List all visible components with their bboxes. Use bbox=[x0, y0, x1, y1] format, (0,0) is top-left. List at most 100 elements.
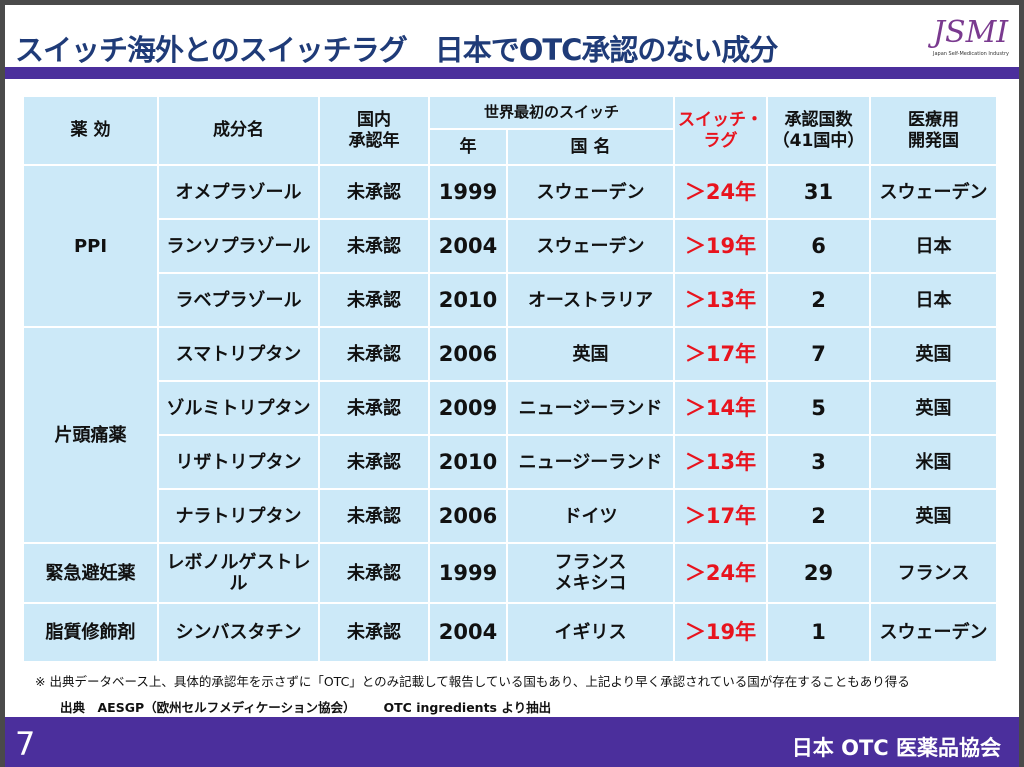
logo-subtitle: Japan Self-Medication Industry bbox=[933, 51, 1009, 57]
page-title: スイッチ海外とのスイッチラグ 日本でOTC承認のない成分 bbox=[15, 33, 778, 67]
approved-count-cell: 7 bbox=[766, 326, 871, 382]
header-efficacy: 薬 効 bbox=[22, 95, 159, 166]
efficacy-cell: 脂質修飾剤 bbox=[22, 602, 159, 663]
ingredient-cell: オメプラゾール bbox=[157, 164, 320, 220]
first-switch-country-cell: ドイツ bbox=[506, 488, 675, 544]
switch-lag-cell: ＞24年 bbox=[673, 542, 768, 604]
first-switch-country-cell: フランス メキシコ bbox=[506, 542, 675, 604]
approved-count-cell: 5 bbox=[766, 380, 871, 436]
header-approved: 承認国数 （41国中） bbox=[766, 95, 871, 166]
ingredient-cell: ランソプラゾール bbox=[157, 218, 320, 274]
table-row: ゾルミトリプタン 未承認 2009 ニュージーランド ＞14年 5 英国 bbox=[23, 380, 998, 436]
efficacy-cell: PPI bbox=[22, 164, 159, 328]
table-row: 脂質修飾剤 シンバスタチン 未承認 2004 イギリス ＞19年 1 スウェーデン bbox=[22, 602, 998, 663]
developer-country-cell: 日本 bbox=[869, 272, 998, 328]
ingredient-cell: ナラトリプタン bbox=[157, 488, 320, 544]
developer-country-cell: 英国 bbox=[869, 380, 998, 436]
logo-mark: JSMI bbox=[933, 15, 1009, 50]
approved-count-cell: 6 bbox=[766, 218, 871, 274]
switch-lag-cell: ＞13年 bbox=[673, 272, 768, 328]
first-switch-country-cell: イギリス bbox=[506, 602, 675, 663]
approved-count-cell: 1 bbox=[766, 602, 871, 663]
ingredient-cell: ゾルミトリプタン bbox=[157, 380, 320, 436]
switch-lag-cell: ＞19年 bbox=[673, 602, 768, 663]
ingredient-cell: ラベプラゾール bbox=[157, 272, 320, 328]
first-switch-country-cell: スウェーデン bbox=[506, 218, 675, 274]
page-number: 7 bbox=[15, 725, 36, 763]
switch-lag-cell: ＞14年 bbox=[673, 380, 768, 436]
domestic-approval-cell: 未承認 bbox=[318, 380, 430, 436]
first-switch-year-cell: 2010 bbox=[428, 434, 508, 490]
header-lag: スイッチ・ ラグ bbox=[673, 95, 768, 166]
approved-count-cell: 31 bbox=[766, 164, 871, 220]
switch-lag-cell: ＞19年 bbox=[673, 218, 768, 274]
first-switch-country-cell: ニュージーランド bbox=[506, 434, 675, 490]
source-line: 出典 AESGP（欧州セルフメディケーション協会） OTC ingredients… bbox=[60, 697, 579, 716]
first-switch-year-cell: 1999 bbox=[428, 164, 508, 220]
first-switch-year-cell: 1999 bbox=[428, 542, 508, 604]
ingredient-cell: レボノルゲストレル bbox=[157, 542, 320, 604]
table-row: 片頭痛薬 スマトリプタン 未承認 2006 英国 ＞17年 7 英国 bbox=[22, 326, 998, 544]
table-row: PPI オメプラゾール 未承認 1999 スウェーデン ＞24年 31 スウェーデン bbox=[22, 164, 998, 328]
table-row: ナラトリプタン 未承認 2006 ドイツ ＞17年 2 英国 bbox=[23, 488, 998, 544]
table-row: 緊急避妊薬 レボノルゲストレル 未承認 1999 フランス メキシコ ＞24年 29 フランス bbox=[22, 542, 998, 604]
switch-lag-cell: ＞13年 bbox=[673, 434, 768, 490]
first-switch-year-cell: 2009 bbox=[428, 380, 508, 436]
first-switch-year-cell: 2004 bbox=[428, 218, 508, 274]
switch-lag-table: 薬 効 成分名 国内 承認年 世界最初のスイッチ スイッチ・ ラグ 承認国数 （… bbox=[22, 95, 998, 663]
domestic-approval-cell: 未承認 bbox=[318, 602, 430, 663]
efficacy-cell: 緊急避妊薬 bbox=[22, 542, 159, 604]
ingredient-cell: スマトリプタン bbox=[157, 326, 320, 382]
approved-count-cell: 2 bbox=[766, 488, 871, 544]
first-switch-year-cell: 2004 bbox=[428, 602, 508, 663]
developer-country-cell: 日本 bbox=[869, 218, 998, 274]
domestic-approval-cell: 未承認 bbox=[318, 488, 430, 544]
first-switch-country-cell: 英国 bbox=[506, 326, 675, 382]
developer-country-cell: スウェーデン bbox=[869, 602, 998, 663]
table-body: PPI オメプラゾール 未承認 1999 スウェーデン ＞24年 31 スウェーデン ランソプラ… bbox=[22, 164, 998, 663]
developer-country-cell: 米国 bbox=[869, 434, 998, 490]
footer-bar: 7 日本 OTC 医薬品協会 bbox=[5, 717, 1019, 767]
domestic-approval-cell: 未承認 bbox=[318, 326, 430, 382]
source-label: 出典 AESGP（欧州セルフメディケーション協会） bbox=[60, 700, 356, 715]
domestic-approval-cell: 未承認 bbox=[318, 434, 430, 490]
header-domestic: 国内 承認年 bbox=[318, 95, 430, 166]
first-switch-country-cell: ニュージーランド bbox=[506, 380, 675, 436]
table-row: ラベプラゾール 未承認 2010 オーストラリア ＞13年 2 日本 bbox=[23, 272, 998, 328]
switch-lag-cell: ＞17年 bbox=[673, 326, 768, 382]
first-switch-country-cell: オーストラリア bbox=[506, 272, 675, 328]
header-developer: 医療用 開発国 bbox=[869, 95, 998, 166]
domestic-approval-cell: 未承認 bbox=[318, 164, 430, 220]
developer-country-cell: 英国 bbox=[869, 326, 998, 382]
source-extract: OTC ingredients より抽出 bbox=[383, 700, 552, 715]
first-switch-country-cell: スウェーデン bbox=[506, 164, 675, 220]
organization-name: 日本 OTC 医薬品協会 bbox=[791, 736, 1001, 760]
switch-lag-cell: ＞24年 bbox=[673, 164, 768, 220]
ingredient-cell: シンバスタチン bbox=[157, 602, 320, 663]
domestic-approval-cell: 未承認 bbox=[318, 272, 430, 328]
ingredient-cell: リザトリプタン bbox=[157, 434, 320, 490]
efficacy-cell: 片頭痛薬 bbox=[22, 326, 159, 544]
table-row: リザトリプタン 未承認 2010 ニュージーランド ＞13年 3 米国 bbox=[23, 434, 998, 490]
switch-lag-cell: ＞17年 bbox=[673, 488, 768, 544]
developer-country-cell: 英国 bbox=[869, 488, 998, 544]
header-first-switch: 世界最初のスイッチ bbox=[428, 95, 675, 130]
developer-country-cell: スウェーデン bbox=[869, 164, 998, 220]
table-row: ランソプラゾール 未承認 2004 スウェーデン ＞19年 6 日本 bbox=[23, 218, 998, 274]
slide: スイッチ海外とのスイッチラグ 日本でOTC承認のない成分 JSMI Japan … bbox=[5, 5, 1019, 767]
approved-count-cell: 3 bbox=[766, 434, 871, 490]
header-ingredient: 成分名 bbox=[157, 95, 320, 166]
approved-count-cell: 29 bbox=[766, 542, 871, 604]
header-country: 国 名 bbox=[506, 128, 675, 166]
jsmi-logo: JSMI Japan Self-Medication Industry bbox=[933, 15, 1009, 67]
title-divider bbox=[5, 67, 1019, 79]
first-switch-year-cell: 2010 bbox=[428, 272, 508, 328]
first-switch-year-cell: 2006 bbox=[428, 326, 508, 382]
first-switch-year-cell: 2006 bbox=[428, 488, 508, 544]
footnote: ※ 出典データベース上、具体的承認年を示さずに「OTC」とのみ記載して報告してい… bbox=[35, 674, 910, 689]
header-year: 年 bbox=[428, 128, 508, 166]
approved-count-cell: 2 bbox=[766, 272, 871, 328]
domestic-approval-cell: 未承認 bbox=[318, 218, 430, 274]
domestic-approval-cell: 未承認 bbox=[318, 542, 430, 604]
developer-country-cell: フランス bbox=[869, 542, 998, 604]
